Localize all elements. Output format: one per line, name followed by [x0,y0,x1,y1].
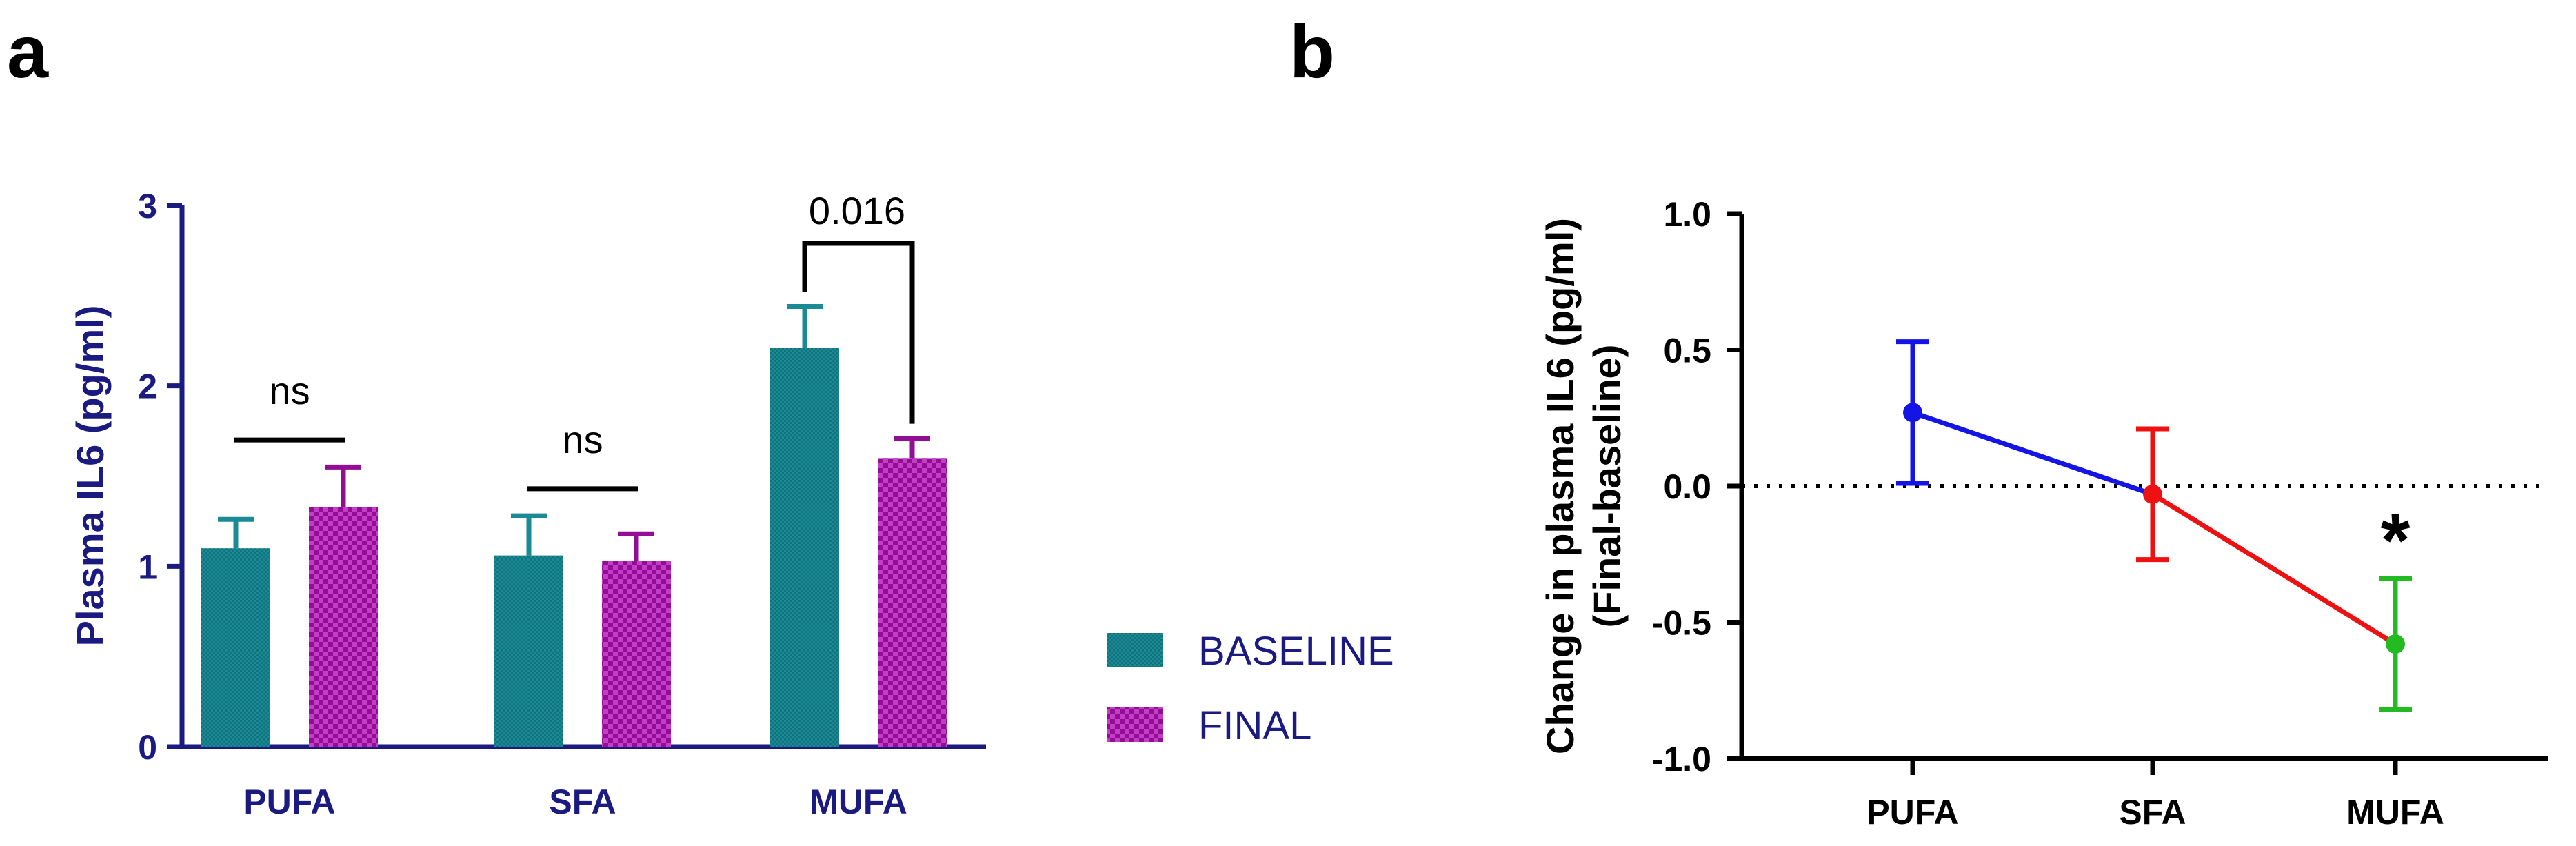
panel-b-y-axis-label-line2: (Final-baseline) [1585,345,1629,628]
bar-final-mufa [878,458,947,747]
legend-swatch-baseline [1107,633,1163,667]
panel-a-category-label: MUFA [809,783,907,821]
panel-b-y-tick-label: 0.0 [1663,467,1711,506]
series-line-segment [2151,492,2397,647]
data-point-pufa [1903,403,1922,423]
panel-a-y-tick-label: 0 [138,728,157,767]
panel-b-y-axis-label-line1: Change in plasma IL6 (pg/ml) [1538,218,1582,754]
legend-swatch-final [1107,707,1163,742]
panel-a-bar-chart: 0 1 2 3 ns ns 0.016 PUFA SFA MUFA Plasma IL6 (p… [68,187,1394,821]
panel-b-category-label: SFA [2119,793,2186,832]
panel-b-y-tick-label: -0.5 [1652,604,1711,643]
data-point-sfa [2143,484,2162,504]
bar-final-pufa [309,506,378,747]
significance-star: * [2381,498,2411,583]
bar-baseline-mufa [770,348,839,747]
legend-label-final: FINAL [1198,703,1311,748]
significance-label: ns [269,369,310,412]
panel-a-category-label: SFA [549,783,616,821]
panel-b-y-tick-label: -1.0 [1652,740,1711,778]
significance-label: 0.016 [809,189,905,232]
panel-b-label: b [1289,10,1335,93]
panel-a-y-tick-label: 2 [138,367,157,406]
bar-baseline-sfa [494,555,563,747]
panel-a-y-tick-label: 1 [138,547,157,586]
significance-bracket [802,241,915,424]
legend: BASELINE FINAL [1107,629,1394,748]
panel-b-line-chart: 1.0 0.5 0.0 -0.5 -1.0 * PUFA SFA MUFA Change i… [1538,195,2548,832]
bar-baseline-pufa [201,548,270,747]
bar-final-sfa [602,561,671,747]
panel-b-y-tick-label: 0.5 [1663,332,1711,370]
data-point-mufa [2386,634,2405,654]
panel-a-y-tick-label: 3 [138,187,157,225]
significance-label: ns [562,418,603,461]
panel-b-y-tick-label: 1.0 [1663,195,1711,234]
panel-a-y-axis-label: Plasma IL6 (pg/ml) [68,305,112,647]
panel-a-category-label: PUFA [243,783,335,821]
legend-label-baseline: BASELINE [1198,629,1394,674]
panel-b-category-label: PUFA [1866,793,1958,832]
panel-b-category-label: MUFA [2346,793,2444,832]
panel-a-label: a [7,10,49,93]
series-line-segment [1911,410,2154,497]
